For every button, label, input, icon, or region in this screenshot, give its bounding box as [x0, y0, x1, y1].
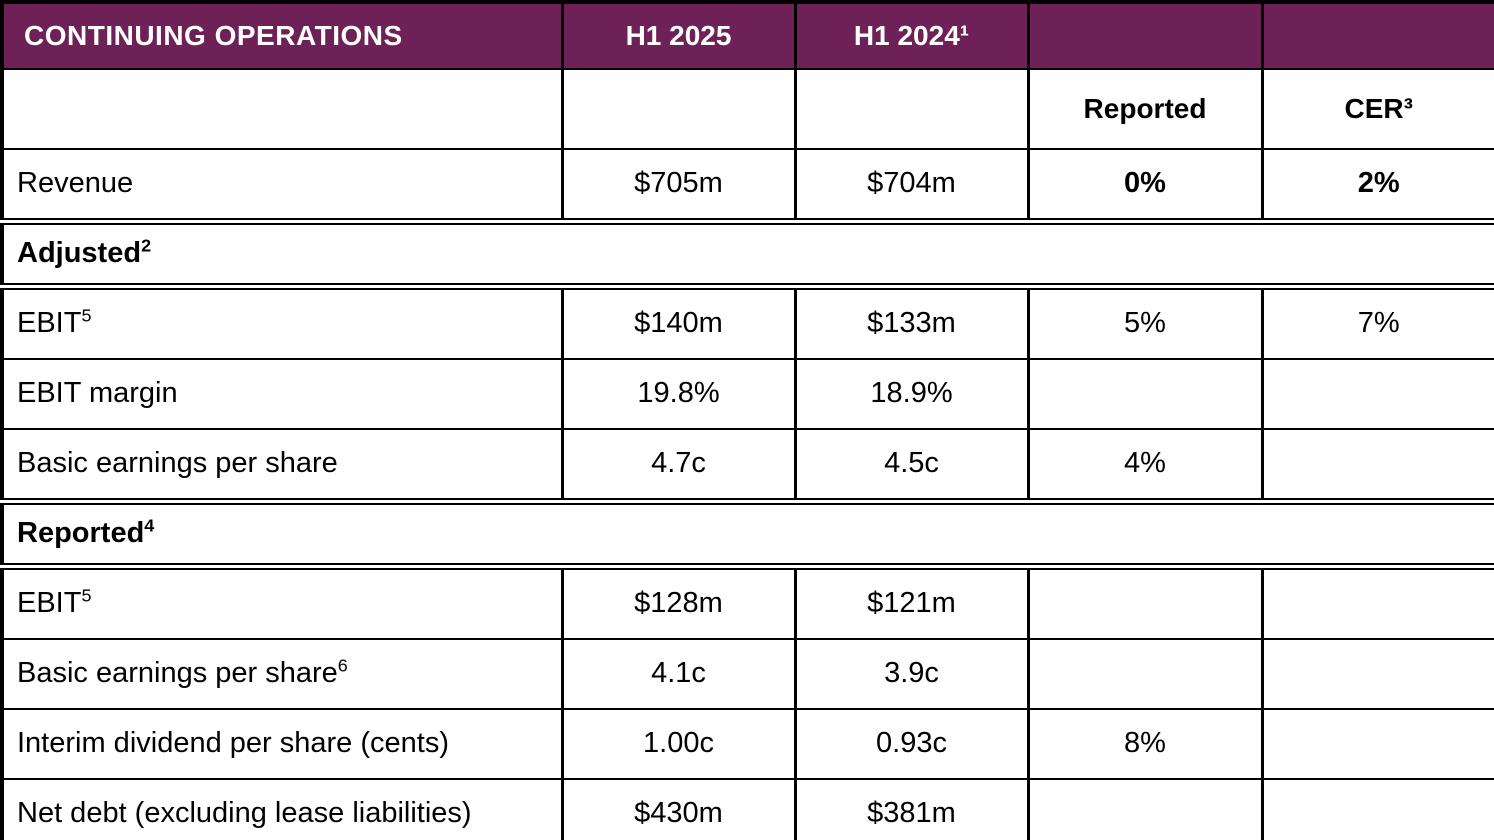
net-debt-cer-change	[1260, 778, 1494, 840]
revenue-reported-change: 0%	[1026, 148, 1264, 223]
reported-ebit-reported-change	[1026, 565, 1264, 640]
column-header-empty-1	[1026, 1, 1264, 70]
row-adjusted-ebit: EBIT5 $140m $133m 5% 7%	[0, 285, 1494, 360]
ebit-margin-reported-change	[1026, 358, 1264, 430]
section-adjusted-text: Adjusted	[17, 237, 142, 270]
revenue-label: Revenue	[0, 148, 564, 223]
adjusted-ebit-reported-change: 5%	[1026, 285, 1264, 360]
revenue-h1-2025: $705m	[560, 148, 797, 223]
section-reported-footnote: 4	[144, 515, 155, 536]
adjusted-basic-eps-reported-change: 4%	[1026, 428, 1264, 503]
subheader-reported: Reported	[1026, 68, 1264, 150]
row-interim-dividend: Interim dividend per share (cents) 1.00c…	[0, 708, 1494, 780]
section-adjusted-footnote: 2	[141, 235, 152, 256]
row-adjusted-basic-eps: Basic earnings per share 4.7c 4.5c 4%	[0, 428, 1494, 503]
section-adjusted: Adjusted2	[0, 218, 1494, 290]
reported-ebit-h1-2025: $128m	[560, 565, 797, 640]
table-header-row: CONTINUING OPERATIONS H1 2025 H1 2024¹	[0, 1, 1494, 70]
reported-ebit-h1-2024: $121m	[793, 565, 1030, 640]
ebit-margin-h1-2025: 19.8%	[560, 358, 797, 430]
section-reported: Reported4	[0, 498, 1494, 570]
ebit-margin-cer-change	[1260, 358, 1494, 430]
section-reported-text: Reported	[17, 517, 145, 550]
net-debt-h1-2024: $381m	[793, 778, 1030, 840]
interim-dividend-h1-2025: 1.00c	[560, 708, 797, 780]
net-debt-label: Net debt (excluding lease liabilities)	[0, 778, 564, 840]
adjusted-ebit-h1-2024: $133m	[793, 285, 1030, 360]
revenue-h1-2024: $704m	[793, 148, 1030, 223]
section-adjusted-label: Adjusted2	[0, 218, 1494, 290]
row-ebit-margin: EBIT margin 19.8% 18.9%	[0, 358, 1494, 430]
subheader-empty-label	[0, 68, 564, 150]
subheader-empty-2025	[560, 68, 797, 150]
adjusted-basic-eps-cer-change	[1260, 428, 1494, 503]
revenue-cer-change: 2%	[1260, 148, 1494, 223]
section-reported-label: Reported4	[0, 498, 1494, 570]
subheader-empty-2024	[793, 68, 1030, 150]
interim-dividend-cer-change	[1260, 708, 1494, 780]
reported-basic-eps-h1-2024: 3.9c	[793, 638, 1030, 710]
interim-dividend-reported-change: 8%	[1026, 708, 1264, 780]
column-header-h1-2024: H1 2024¹	[793, 1, 1030, 70]
adjusted-basic-eps-h1-2024: 4.5c	[793, 428, 1030, 503]
ebit-margin-h1-2024: 18.9%	[793, 358, 1030, 430]
adjusted-basic-eps-h1-2025: 4.7c	[560, 428, 797, 503]
column-header-h1-2025: H1 2025	[560, 1, 797, 70]
subheader-row: Reported CER³	[0, 68, 1494, 150]
interim-dividend-label: Interim dividend per share (cents)	[0, 708, 564, 780]
reported-basic-eps-label: Basic earnings per share6	[0, 638, 564, 710]
row-reported-basic-eps: Basic earnings per share6 4.1c 3.9c	[0, 638, 1494, 710]
net-debt-h1-2025: $430m	[560, 778, 797, 840]
reported-basic-eps-cer-change	[1260, 638, 1494, 710]
reported-basic-eps-h1-2025: 4.1c	[560, 638, 797, 710]
reported-basic-eps-footnote: 6	[337, 655, 348, 676]
reported-ebit-footnote: 5	[81, 585, 92, 606]
row-net-debt: Net debt (excluding lease liabilities) $…	[0, 778, 1494, 840]
column-header-empty-2	[1260, 1, 1494, 70]
adjusted-ebit-h1-2025: $140m	[560, 285, 797, 360]
adjusted-ebit-footnote: 5	[81, 305, 92, 326]
ebit-margin-label: EBIT margin	[0, 358, 564, 430]
adjusted-ebit-label: EBIT5	[0, 285, 564, 360]
subheader-cer: CER³	[1260, 68, 1494, 150]
table-title: CONTINUING OPERATIONS	[0, 1, 564, 70]
reported-ebit-cer-change	[1260, 565, 1494, 640]
net-debt-reported-change	[1026, 778, 1264, 840]
row-revenue: Revenue $705m $704m 0% 2%	[0, 148, 1494, 223]
reported-basic-eps-reported-change	[1026, 638, 1264, 710]
adjusted-ebit-cer-change: 7%	[1260, 285, 1494, 360]
interim-dividend-h1-2024: 0.93c	[793, 708, 1030, 780]
reported-ebit-label: EBIT5	[0, 565, 564, 640]
adjusted-basic-eps-label: Basic earnings per share	[0, 428, 564, 503]
row-reported-ebit: EBIT5 $128m $121m	[0, 565, 1494, 640]
